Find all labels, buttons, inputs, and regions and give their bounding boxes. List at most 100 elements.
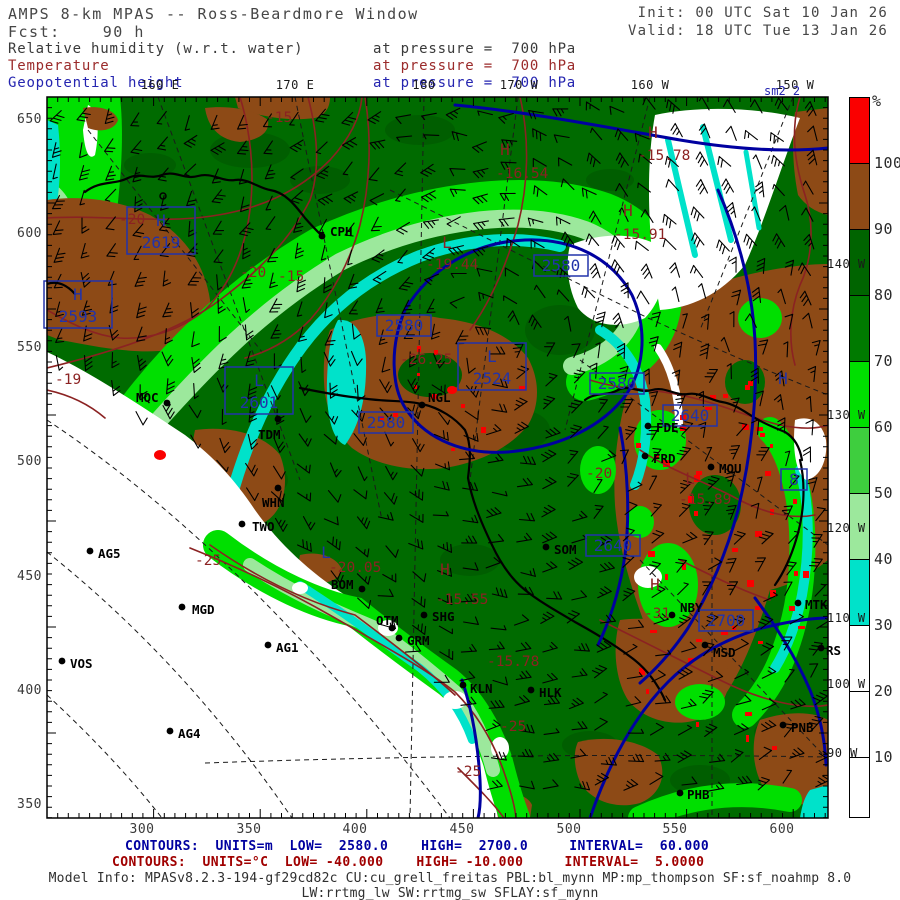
- svg-text:L: L: [254, 371, 264, 390]
- valid-time: Valid: 18 UTC Tue 13 Jan 26: [628, 23, 888, 39]
- field-temperature-level: at pressure = 700 hPa: [373, 58, 577, 74]
- svg-text:-15.78: -15.78: [638, 148, 690, 164]
- station-marker: SOM: [542, 542, 577, 557]
- station-marker: KLN: [459, 681, 493, 696]
- temp-contour-label: -15: [266, 110, 292, 126]
- right-longitude-label: 110 W: [827, 611, 866, 625]
- colorbar-segment: [850, 296, 869, 362]
- svg-text:-31: -31: [644, 606, 670, 622]
- colorbar-segment: [850, 428, 869, 494]
- colorbar-segment: [850, 560, 869, 626]
- station-marker: NGL: [418, 390, 451, 409]
- svg-text:2580: 2580: [367, 413, 406, 432]
- y-tick-label: 350: [17, 797, 42, 812]
- svg-text:PHB: PHB: [687, 787, 710, 802]
- temp-contour-info: CONTOURS: UNITS=°C LOW= -40.000 HIGH= -1…: [112, 855, 705, 870]
- temp-contour-label: -26.25: [400, 352, 452, 368]
- station-marker: SHG: [420, 609, 455, 624]
- temp-center-marker: H -15.91: [614, 201, 666, 243]
- top-longitude-label: 170 W: [499, 78, 539, 92]
- colorbar-segment: [850, 362, 869, 428]
- station-marker: WHN: [262, 484, 285, 510]
- field-humidity-level: at pressure = 700 hPa: [373, 41, 577, 57]
- station-marker: PHB: [676, 787, 710, 802]
- colorbar-segment: [850, 692, 869, 758]
- svg-text:2593: 2593: [59, 307, 98, 326]
- svg-text:MTK: MTK: [805, 597, 828, 612]
- station-marker: HLK: [527, 685, 562, 700]
- station-marker: OTM: [376, 613, 399, 632]
- x-tick-label: 350: [236, 822, 262, 837]
- station-marker: MSD: [701, 641, 736, 660]
- svg-text:AG1: AG1: [276, 640, 299, 655]
- height-center-marker: H 2593: [43, 280, 113, 329]
- svg-text:PNB: PNB: [791, 720, 814, 735]
- station-marker: FRD: [641, 451, 676, 466]
- svg-text:MQC: MQC: [136, 390, 159, 405]
- station-marker: MTK: [794, 597, 828, 612]
- svg-text:8: 8: [789, 470, 799, 489]
- svg-text:OTM: OTM: [376, 613, 399, 628]
- svg-text:H: H: [650, 575, 660, 594]
- svg-text:2580: 2580: [598, 374, 637, 393]
- temp-contour-label: -20: [240, 265, 266, 281]
- y-tick-label: 600: [17, 226, 42, 241]
- svg-text:TDM: TDM: [258, 427, 281, 442]
- colorbar-tick-label: 70: [874, 352, 894, 370]
- colorbar-segment: [850, 98, 869, 164]
- svg-text:KLN: KLN: [470, 681, 493, 696]
- colorbar-segment: [850, 230, 869, 296]
- colorbar-segment: [850, 758, 869, 817]
- svg-text:FDE: FDE: [656, 420, 679, 435]
- station-marker: AG4: [166, 726, 201, 741]
- height-contour-label: 8: [780, 468, 808, 491]
- colorbar-tick-label: 100: [874, 154, 900, 172]
- right-longitude-label: 140 W: [827, 257, 866, 271]
- temp-contour-label: -25: [455, 764, 481, 780]
- svg-text:-19.44: -19.44: [426, 257, 479, 273]
- station-marker: RS: [817, 643, 841, 658]
- field-geoheight-label: Geopotential height: [8, 75, 184, 91]
- svg-text:-15.55: -15.55: [436, 592, 488, 608]
- map-layers: [47, 97, 828, 818]
- temp-center-marker: H -31: [644, 575, 670, 622]
- temp-contour-label: -25: [500, 719, 526, 735]
- svg-text:2640: 2640: [594, 536, 633, 555]
- map-labels: 2580 2580 2580 2580 2640 2640 2700 8 H 2619 H 2593 L…: [43, 110, 841, 802]
- colorbar-tick-label: 10: [874, 748, 894, 766]
- colorbar-tick-label: 40: [874, 550, 894, 568]
- svg-text:H: H: [73, 285, 83, 304]
- field-humidity-label: Relative humidity (w.r.t. water): [8, 41, 304, 57]
- height-contour-label: 2700: [698, 609, 754, 632]
- station-marker: BOM: [331, 577, 366, 593]
- svg-text:L: L: [442, 233, 452, 252]
- colorbar-segment: [850, 164, 869, 230]
- y-tick-label: 550: [17, 340, 42, 355]
- temp-contour-label: -25: [195, 553, 221, 569]
- svg-text:2524: 2524: [473, 369, 512, 388]
- svg-text:-15.91: -15.91: [614, 227, 666, 243]
- height-contour-label: 2580: [358, 411, 414, 434]
- svg-text:TWO: TWO: [252, 519, 275, 534]
- field-geoheight-level: at pressure = 700 hPa: [373, 75, 577, 91]
- svg-text:SHG: SHG: [432, 609, 455, 624]
- station-marker: MGD: [178, 602, 215, 617]
- colorbar-tick-label: 30: [874, 616, 894, 634]
- init-time: Init: 00 UTC Sat 10 Jan 26: [637, 5, 888, 21]
- top-longitude-label: 160 E: [140, 78, 180, 92]
- top-longitude-label: 180: [412, 78, 436, 92]
- temp-center-marker: H -15.55: [436, 560, 488, 608]
- svg-text:2619: 2619: [142, 233, 181, 252]
- station-marker: FDE: [644, 420, 679, 435]
- height-contour-label: 2580: [533, 254, 589, 277]
- colorbar-tick-label: 80: [874, 286, 894, 304]
- humidity-colorbar: [849, 97, 870, 818]
- temp-center-marker: H -16.54: [496, 140, 549, 182]
- svg-text:AG4: AG4: [178, 726, 201, 741]
- svg-text:H: H: [440, 560, 450, 579]
- model-info-line1: Model Info: MPASv8.2.3-194-gf29cd82c CU:…: [48, 871, 852, 886]
- y-tick-label: 650: [17, 112, 42, 127]
- top-longitude-label: 160 W: [630, 78, 670, 92]
- height-contour-label: 2580: [376, 314, 432, 337]
